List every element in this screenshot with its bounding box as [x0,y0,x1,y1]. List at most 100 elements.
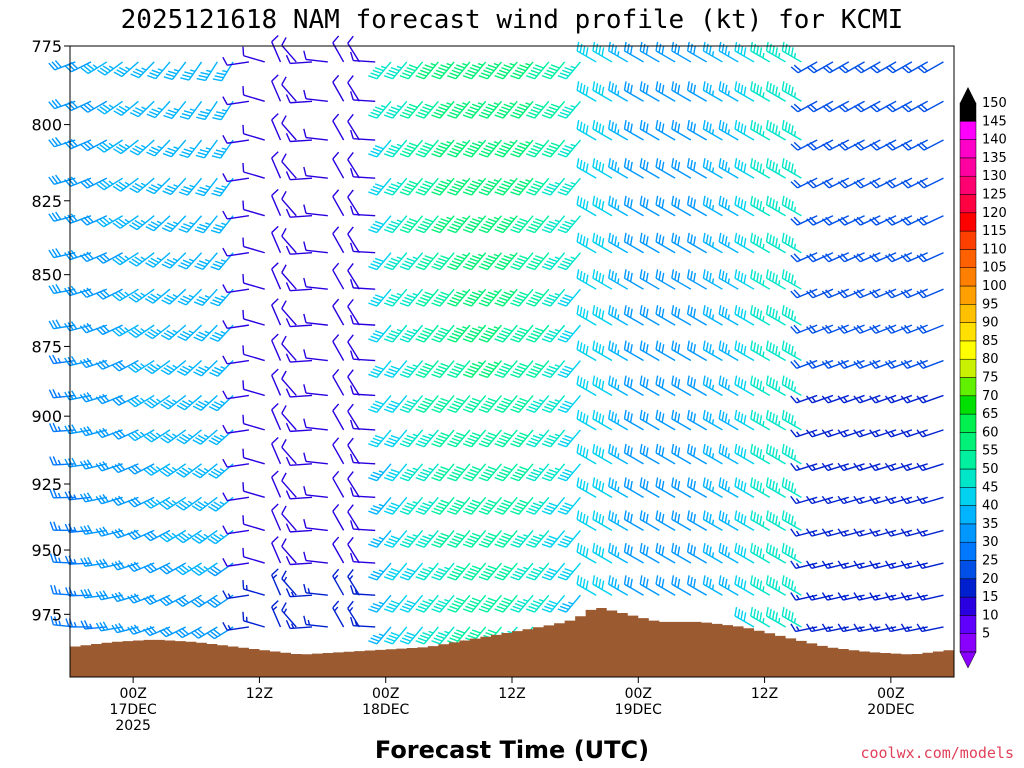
barb-flag [191,600,200,608]
barb-flag [611,197,615,207]
barb-flag [674,342,678,352]
barb-staff [100,594,123,601]
barb-staff [153,177,171,195]
barb-flag [734,543,738,553]
barb-flag [579,43,583,53]
barb-flag [181,627,189,635]
barb-flag [768,608,772,618]
barb-half [124,143,130,148]
barb-half [396,65,402,69]
wind-barb [916,139,944,151]
wind-barb [128,288,155,303]
barb-flag [765,195,769,205]
barb-flag [143,565,151,574]
wind-barb [541,100,566,119]
barb-flag [349,419,354,429]
barb-flag [453,502,463,507]
barb-flag [671,81,675,91]
barb-flag [655,340,659,350]
wind-barb [175,626,202,639]
barb-flag [98,428,106,437]
barb-flag [562,403,572,408]
barb-half [156,257,162,261]
barb-staff [85,496,107,503]
barb-flag [884,495,892,504]
barb-flag [724,161,728,171]
barb-half [412,534,418,538]
wind-barb [415,100,439,119]
barb-staff [471,139,487,158]
barb-flag [281,370,287,380]
barb-flag [759,580,763,590]
barb-half [156,220,162,225]
wind-barb [222,96,250,106]
barb-flag [645,84,649,94]
wind-barb [510,324,534,343]
wind-barb [671,340,692,362]
barb-flag [693,236,696,246]
barb-flag [721,479,725,489]
barb-flag [164,261,173,267]
barb-staff [565,252,581,271]
barb-flag [559,150,569,155]
barb-flag [734,195,738,205]
barb-staff [639,452,660,465]
wind-barb [805,495,834,505]
barb-flag [821,495,829,504]
barb-flag [494,114,504,119]
barb-flag [97,69,106,76]
barb-flag [401,188,411,193]
barb-flag [374,434,384,440]
barb-staff [439,395,455,413]
barb-flag [483,538,493,543]
wind-barb [222,173,250,183]
barb-flag [111,498,119,506]
barb-flag [759,515,763,525]
barb-staff [703,241,723,254]
barb-flag [564,145,574,150]
barb-half [778,206,781,212]
barb-flag [480,507,490,513]
wind-barb [399,429,424,448]
barb-flag [702,409,706,420]
barb-flag [483,296,493,302]
wind-barb [671,543,692,564]
barb-flag [435,437,445,443]
barb-flag [579,197,583,207]
barb-flag [512,226,522,231]
barb-flag [422,502,432,507]
barb-flag [705,43,709,53]
barb-staff [103,215,123,228]
barb-flag [242,200,245,210]
barb-staff [423,252,439,271]
barb-flag [370,150,380,155]
barb-half [140,182,146,187]
barb-staff [782,277,802,290]
barb-flag [370,226,380,231]
barb-flag [271,403,279,411]
barb-flag [718,543,722,553]
barb-half [793,554,797,560]
barb-staff [69,359,92,367]
barb-flag [465,605,475,611]
wind-barb [178,252,203,270]
barb-staff [592,551,613,564]
barb-flag [519,397,529,403]
wind-barb [222,525,250,535]
barb-flag [453,632,463,637]
barb-flag [629,344,633,354]
barb-flag [585,345,589,355]
barb-flag [370,474,380,479]
barb-half [778,586,781,592]
barb-flag [386,111,396,117]
barb-flag [750,340,754,350]
barb-flag [431,338,441,343]
wind-barb [541,252,566,271]
barb-flag [180,262,190,267]
barb-flag [67,102,75,110]
barb-flag [765,305,769,315]
barb-flag [383,228,393,234]
wind-barb [853,359,881,369]
barb-flag [724,123,728,133]
barb-flag [496,507,506,513]
